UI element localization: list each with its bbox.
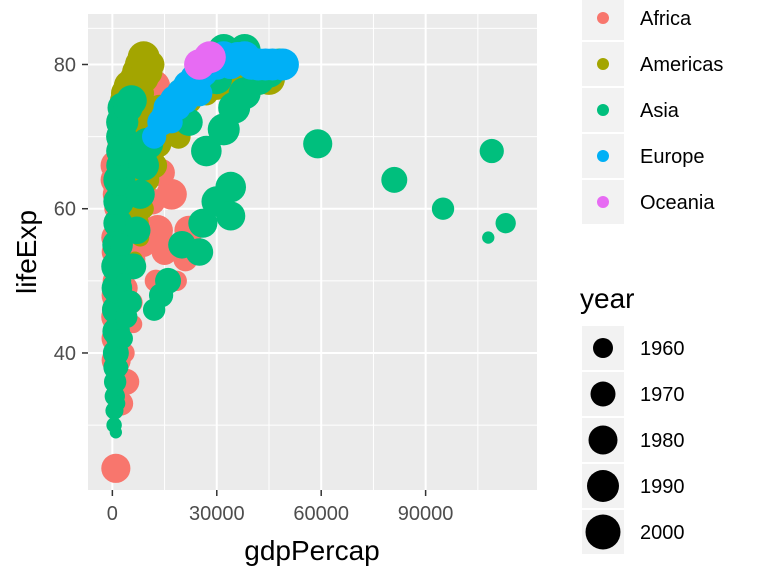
legend-label-oceania: Oceania [640, 192, 715, 214]
data-point [101, 453, 131, 483]
data-point [125, 179, 155, 209]
data-point [495, 212, 516, 234]
data-point [479, 138, 504, 164]
size-legend-label: 2000 [640, 522, 685, 544]
data-point [188, 208, 218, 238]
data-point [109, 233, 133, 256]
data-point [122, 216, 151, 245]
legend-swatch-americas [597, 58, 609, 70]
size-legend: 1960 1970 1980 1990 2000 [582, 326, 685, 554]
data-point [431, 197, 455, 220]
size-legend-swatch [590, 381, 616, 407]
data-point [303, 129, 333, 159]
legend-swatch-asia [597, 104, 609, 116]
legend-swatch-oceania [597, 196, 609, 208]
data-point [185, 238, 214, 266]
size-legend-swatch [587, 470, 619, 502]
data-point [106, 329, 125, 348]
data-point [482, 231, 495, 244]
data-point [117, 290, 142, 315]
x-tick-label: 0 [107, 503, 118, 525]
x-tick-label: 90000 [398, 503, 454, 525]
data-point [191, 135, 222, 167]
x-axis-label: gdpPercap [244, 535, 379, 566]
data-point [107, 214, 126, 233]
size-legend-title: year [580, 283, 634, 314]
size-legend-label: 1980 [640, 430, 685, 452]
y-tick-label: 60 [54, 199, 76, 221]
color-legend: Africa Americas Asia Europe Oceania [582, 0, 723, 224]
y-axis-label: lifeExp [11, 210, 42, 294]
y-tick-label: 40 [54, 343, 76, 365]
axes-layer: 0 30000 60000 90000 40 60 80 [54, 54, 454, 525]
legend-swatch-africa [597, 12, 609, 24]
size-legend-swatch [588, 425, 618, 455]
data-point [381, 166, 408, 193]
size-legend-label: 1970 [640, 384, 685, 406]
x-tick-label: 30000 [189, 503, 245, 525]
points-layer [100, 34, 516, 483]
size-legend-swatch [593, 338, 613, 358]
legend-swatch-europe [597, 150, 609, 162]
data-point [155, 267, 182, 294]
data-point [115, 273, 132, 289]
data-point [216, 201, 246, 231]
data-point [193, 41, 226, 74]
legend-label-asia: Asia [640, 100, 680, 122]
data-point [116, 85, 147, 116]
size-legend-label: 1990 [640, 476, 685, 498]
y-tick-label: 80 [54, 54, 76, 76]
data-point [266, 48, 299, 81]
data-point [142, 124, 167, 149]
data-point [186, 80, 213, 107]
size-legend-label: 1960 [640, 338, 685, 360]
x-tick-label: 60000 [293, 503, 349, 525]
data-point [109, 395, 126, 412]
legend-label-africa: Africa [640, 8, 692, 30]
data-point [110, 358, 129, 377]
legend-label-americas: Americas [640, 54, 723, 76]
data-point [109, 426, 122, 439]
size-legend-swatch [585, 514, 621, 550]
legend-label-europe: Europe [640, 146, 705, 168]
data-point [215, 171, 247, 203]
